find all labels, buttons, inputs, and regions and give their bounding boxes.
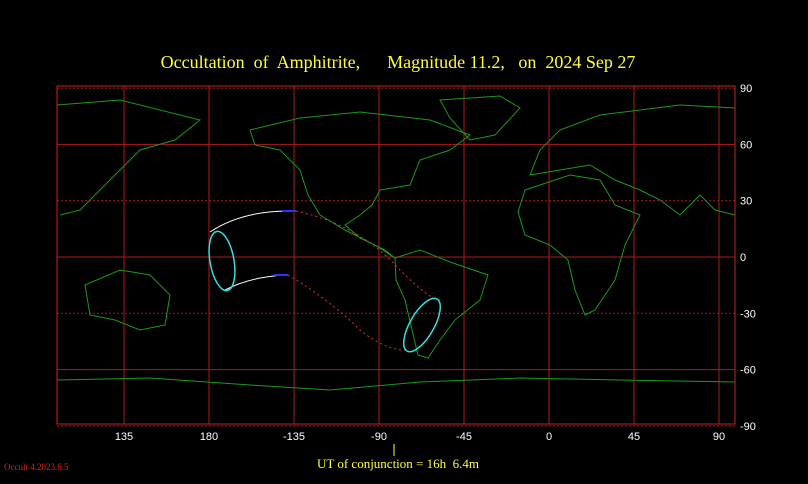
y-tick-label: 30 [740,196,752,208]
map-title: Occultation of Amphitrite, Magnitude 11.… [161,52,636,72]
plot-frame [56,85,736,425]
version: Occult 4.2023.6.5 [4,462,69,472]
path-limit-south-extension [287,274,406,351]
y-tick-label: -60 [740,365,756,377]
y-tick-label: -30 [740,308,756,320]
conjunction-time: UT of conjunction = 16h 6.4m [317,456,479,471]
coast-greenland [439,95,521,141]
coast-antarctica [56,377,736,391]
x-tick-label: 135 [115,431,133,443]
x-tick-label: 180 [200,431,218,443]
x-tick-label: -45 [456,431,472,443]
y-tick-label: 60 [740,139,752,151]
x-tick-label: -90 [371,431,387,443]
shadow-ellipse [403,297,441,353]
path-limit-north [209,210,286,233]
coast-north-america [249,111,472,259]
x-tick-label: 45 [628,431,640,443]
coast-eurasia [529,104,736,216]
coastlines [56,95,736,391]
path-limit-north-extension [295,210,441,301]
x-tick-label: 90 [713,431,725,443]
shadow-ellipse [208,230,236,292]
coast-australia [84,269,171,331]
x-tick-label: 0 [546,431,552,443]
y-tick-label: -90 [740,421,756,433]
grid [57,86,735,427]
y-tick-label: 0 [740,252,746,264]
coast-east-asia [56,99,202,216]
coast-africa [517,174,641,316]
occultation-path [208,210,441,353]
y-tick-label: 90 [740,83,752,95]
x-tick-label: -135 [283,431,305,443]
coast-south-america [394,249,489,359]
